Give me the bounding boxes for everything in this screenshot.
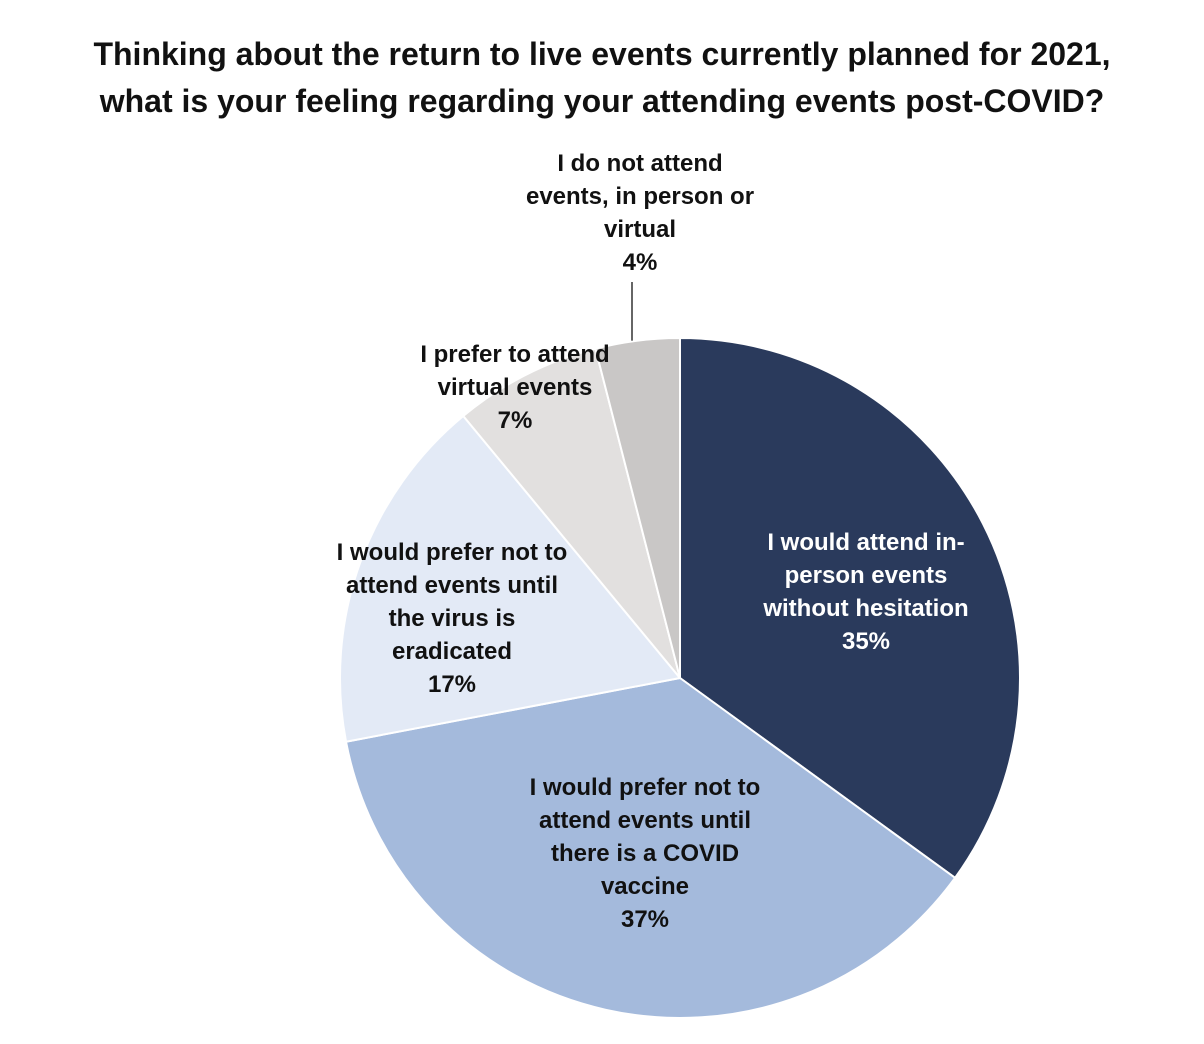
slice-label-1: I would attend in-person events without h… bbox=[762, 529, 968, 655]
slice-value-1: 35% bbox=[842, 628, 890, 655]
pie-slice-2 bbox=[344, 676, 957, 1019]
slice-label-3-line-2: attend events until bbox=[346, 572, 558, 599]
slice-value-5: 4% bbox=[623, 249, 658, 276]
chart-title: Thinking about the return to live events… bbox=[93, 36, 1110, 119]
slice-value-4: 7% bbox=[498, 407, 533, 434]
slice-label-3-line-4: eradicated bbox=[392, 638, 512, 665]
slice-label-3-line-1: I would prefer not to bbox=[337, 539, 568, 566]
slice-label-4: I prefer to attend virtual events 7% bbox=[420, 341, 609, 434]
slice-label-1-line-1: I would attend in- bbox=[767, 529, 964, 556]
slice-label-4-line-2: virtual events bbox=[438, 374, 593, 401]
slice-label-2: I would prefer not to attend events until… bbox=[530, 774, 761, 933]
slice-label-3-line-3: the virus is bbox=[389, 605, 516, 632]
slice-value-2: 37% bbox=[621, 906, 669, 933]
slice-label-3: I would prefer not to attend events until… bbox=[337, 539, 568, 698]
chart-title-line-2: what is your feeling regarding your atte… bbox=[99, 83, 1105, 119]
pie-slices bbox=[339, 336, 1021, 1019]
slice-label-2-line-3: there is a COVID bbox=[551, 840, 739, 867]
pie-slice-5 bbox=[594, 336, 681, 679]
slice-label-5-line-3: virtual bbox=[604, 216, 676, 243]
pie-slice-1 bbox=[679, 336, 1021, 880]
slice-label-5-line-1: I do not attend bbox=[557, 150, 722, 177]
chart-title-line-1: Thinking about the return to live events… bbox=[93, 36, 1110, 72]
slice-label-5-line-2: events, in person or bbox=[526, 183, 754, 210]
slice-label-2-line-1: I would prefer not to bbox=[530, 774, 761, 801]
pie-slice-4 bbox=[461, 347, 681, 679]
slice-label-1-line-3: without hesitation bbox=[762, 595, 968, 622]
slice-labels: I would attend in-person events without h… bbox=[337, 150, 969, 933]
slice-label-2-line-2: attend events until bbox=[539, 807, 751, 834]
slice-value-3: 17% bbox=[428, 671, 476, 698]
pie-slice-3 bbox=[339, 414, 682, 743]
slice-label-4-line-1: I prefer to attend bbox=[420, 341, 609, 368]
slice-label-5: I do not attend events, in person or virtu… bbox=[526, 150, 754, 276]
slice-label-1-line-2: person events bbox=[785, 562, 948, 589]
slice-label-2-line-4: vaccine bbox=[601, 873, 689, 900]
